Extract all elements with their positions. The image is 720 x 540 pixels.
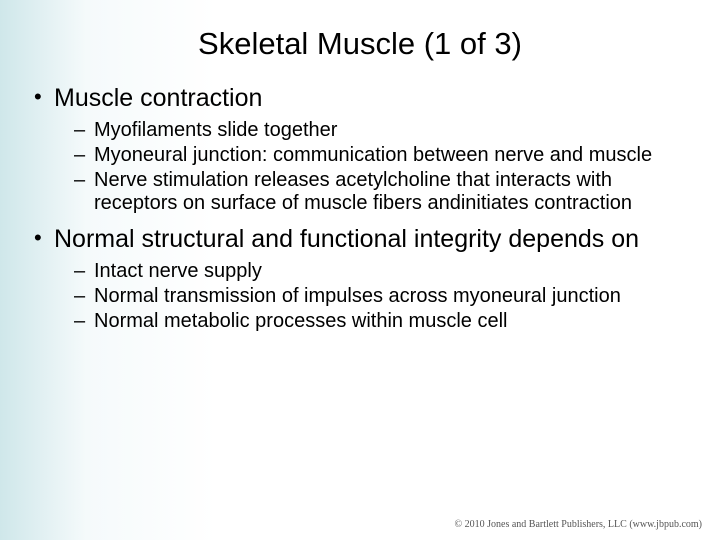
- slide-content: Muscle contraction Myofilaments slide to…: [30, 84, 690, 333]
- list-item: Muscle contraction Myofilaments slide to…: [30, 84, 690, 215]
- list-item: Nerve stimulation releases acetylcholine…: [74, 169, 690, 215]
- list-item: Normal transmission of impulses across m…: [74, 285, 690, 308]
- bullet-list-level2: Intact nerve supply Normal transmission …: [54, 260, 690, 333]
- slide-container: Skeletal Muscle (1 of 3) Muscle contract…: [0, 0, 720, 540]
- list-item: Normal structural and functional integri…: [30, 225, 690, 333]
- bullet-list-level1: Muscle contraction Myofilaments slide to…: [30, 84, 690, 333]
- list-item: Myoneural junction: communication betwee…: [74, 144, 690, 167]
- list-item: Normal metabolic processes within muscle…: [74, 310, 690, 333]
- list-item: Intact nerve supply: [74, 260, 690, 283]
- copyright-footer: © 2010 Jones and Bartlett Publishers, LL…: [455, 519, 702, 530]
- bullet-text: Normal structural and functional integri…: [54, 225, 639, 253]
- list-item: Myofilaments slide together: [74, 119, 690, 142]
- slide-title: Skeletal Muscle (1 of 3): [30, 26, 690, 62]
- bullet-text: Muscle contraction: [54, 84, 262, 112]
- bullet-list-level2: Myofilaments slide together Myoneural ju…: [54, 119, 690, 215]
